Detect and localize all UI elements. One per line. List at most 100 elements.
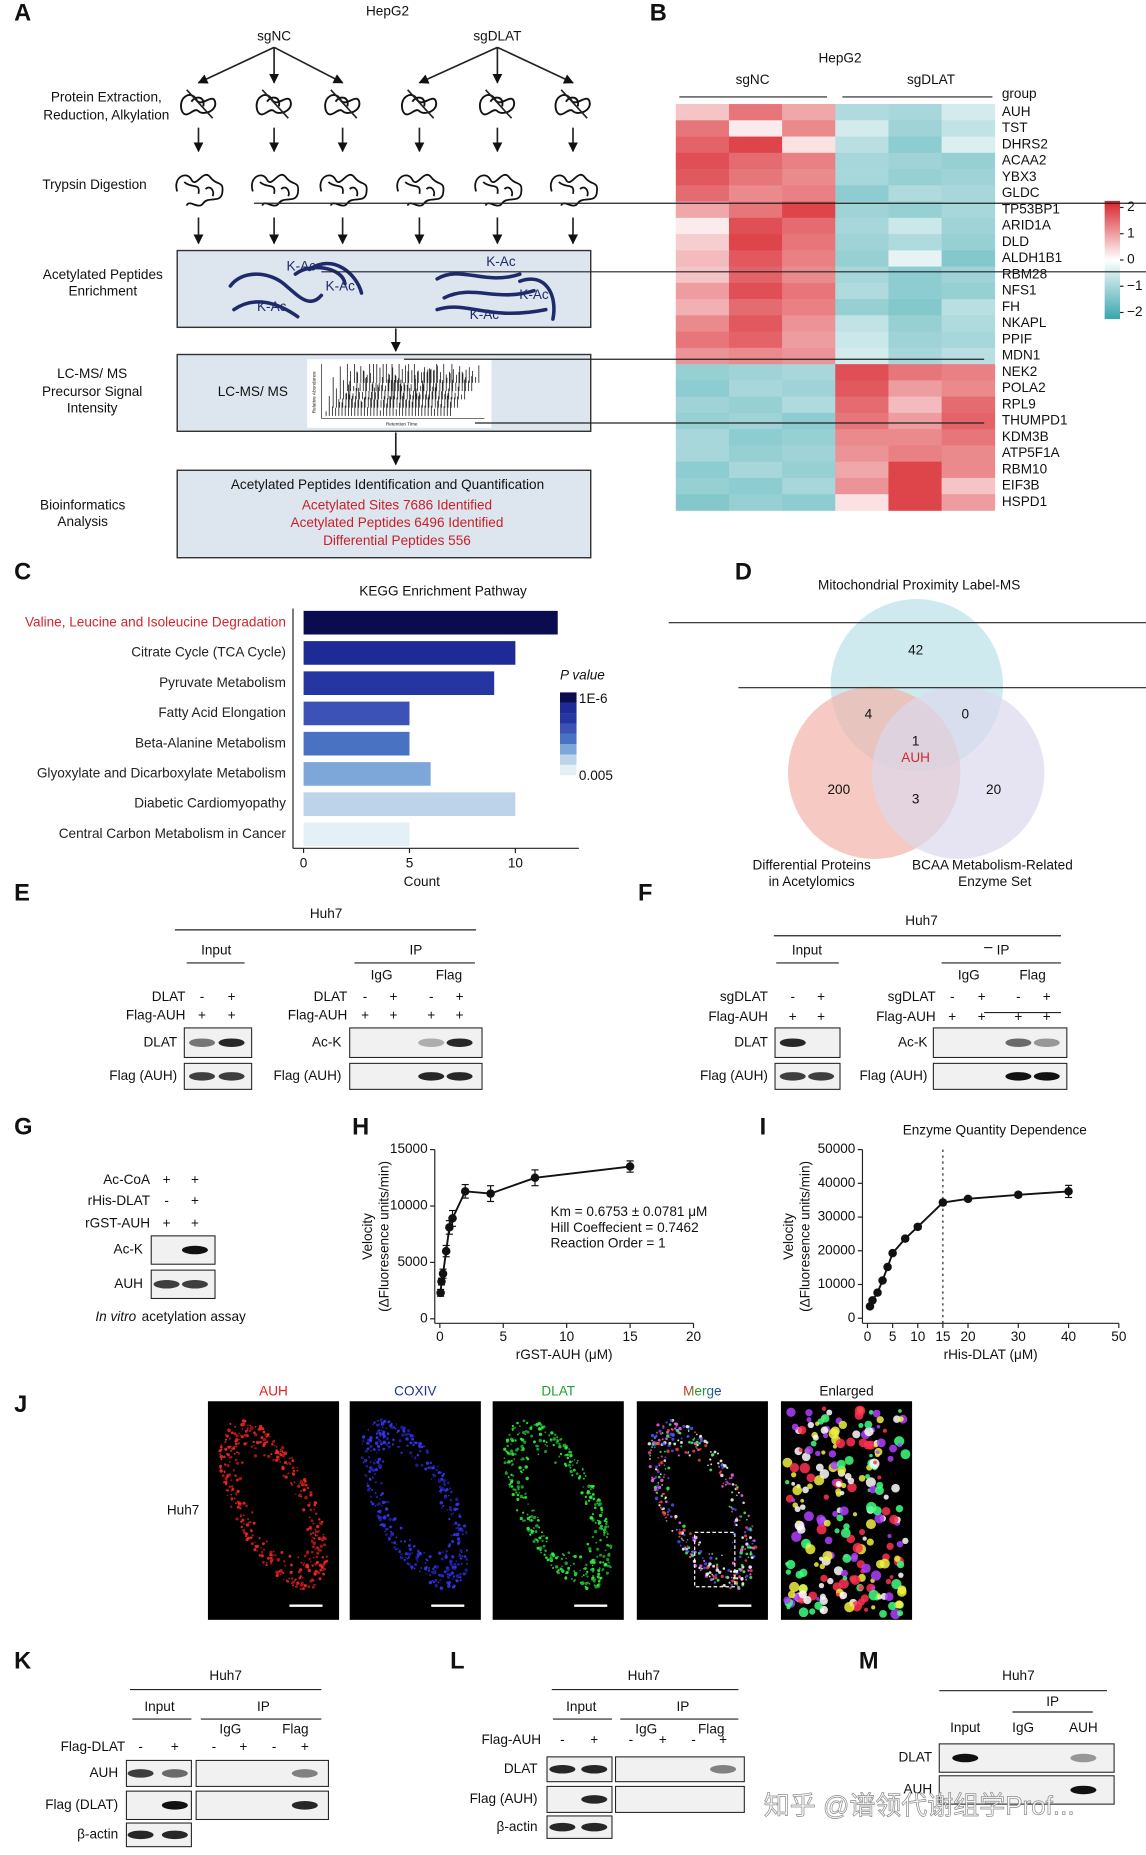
fluorescence-dot (253, 1548, 257, 1552)
fluorescence-dot (254, 1447, 257, 1450)
fluorescence-dot (265, 1563, 268, 1567)
heat-cell (675, 429, 730, 446)
fluorescence-dot (564, 1576, 568, 1580)
fluorescence-dot (584, 1495, 588, 1499)
fluorescence-dot (283, 1578, 285, 1581)
band (153, 1280, 180, 1289)
fluorescence-dot (291, 1472, 296, 1476)
fluorescence-dot (875, 1450, 880, 1455)
fluorescence-dot (727, 1568, 731, 1572)
band (189, 1038, 216, 1047)
label: HepG2 (366, 3, 409, 18)
fluorescence-dot (720, 1463, 724, 1467)
heat-cell (941, 217, 996, 235)
fluorescence-dot (514, 1439, 517, 1442)
legend-label: 1E-6 (579, 691, 608, 706)
fluorescence-dot (384, 1507, 389, 1511)
fluorescence-dot (314, 1584, 317, 1586)
fluorescence-dot (701, 1567, 703, 1570)
fluorescence-dot (451, 1540, 455, 1543)
fluorescence-dot (369, 1495, 373, 1498)
fluorescence-dot (734, 1508, 737, 1511)
protein-icon (554, 94, 591, 116)
fluorescence-dot (697, 1448, 700, 1452)
fluorescence-dot (719, 1459, 723, 1463)
fluorescence-dot (411, 1434, 415, 1438)
fluorescence-dot (362, 1461, 365, 1464)
fluorescence-dot (532, 1515, 537, 1520)
fluorescence-dot (653, 1477, 656, 1480)
fluorescence-dot (813, 1475, 825, 1486)
fluorescence-dot (664, 1500, 668, 1504)
fluorescence-dot (408, 1563, 411, 1566)
fluorescence-dot (406, 1557, 409, 1560)
fluorescence-dot (834, 1528, 840, 1534)
fluorescence-dot (590, 1516, 594, 1520)
fluorescence-dot (234, 1442, 238, 1446)
fluorescence-dot (393, 1546, 396, 1549)
fluorescence-dot (666, 1510, 670, 1514)
row-label: THUMPD1 (1002, 413, 1068, 428)
fluorescence-dot (389, 1534, 393, 1538)
fluorescence-dot (897, 1610, 904, 1617)
fluorescence-dot (382, 1447, 386, 1451)
fluorescence-dot (731, 1491, 734, 1494)
fluorescence-dot (302, 1488, 306, 1492)
fluorescence-dot (696, 1443, 699, 1447)
fluorescence-dot (372, 1461, 376, 1465)
fluorescence-dot (307, 1585, 311, 1589)
fluorescence-dot (458, 1553, 462, 1558)
fluorescence-dot (859, 1529, 866, 1536)
fluorescence-dot (403, 1540, 406, 1543)
row-label: Flag-AUH (126, 1008, 186, 1023)
fluorescence-dot (805, 1544, 816, 1555)
fluorescence-dot (589, 1488, 592, 1491)
heat-cell (675, 201, 730, 219)
fluorescence-dot (414, 1441, 418, 1445)
fluorescence-dot (785, 1480, 790, 1485)
fluorescence-dot (306, 1527, 310, 1531)
fluorescence-dot (239, 1507, 242, 1510)
fluorescence-dot (529, 1533, 532, 1536)
fluorescence-dot (598, 1520, 602, 1524)
fluorescence-dot (708, 1553, 711, 1555)
fluorescence-dot (316, 1524, 320, 1529)
fluorescence-dot (819, 1563, 826, 1570)
fluorescence-dot (523, 1448, 525, 1451)
fluorescence-dot (448, 1506, 452, 1509)
band (581, 1765, 608, 1774)
fluorescence-dot (256, 1549, 259, 1552)
band (779, 1038, 806, 1047)
fluorescence-dot (891, 1483, 900, 1493)
fluorescence-dot (440, 1491, 443, 1494)
axis-label: Retention Time (386, 421, 418, 427)
blot-label: Ac-K (898, 1034, 927, 1049)
label: Acetylated Peptides Identification and Q… (231, 477, 544, 492)
fluorescence-dot (381, 1500, 386, 1505)
fluorescence-dot (782, 1457, 793, 1468)
fluorescence-dot (407, 1556, 410, 1559)
fluorescence-dot (588, 1496, 591, 1498)
fluorescence-dot (455, 1527, 458, 1530)
fluorescence-dot (748, 1565, 752, 1569)
fluorescence-dot (657, 1475, 661, 1479)
blot-label: β-actin (497, 1819, 538, 1834)
fluorescence-dot (705, 1572, 709, 1576)
heat-cell (675, 396, 730, 414)
fluorescence-dot (514, 1426, 517, 1429)
fluorescence-dot (603, 1534, 605, 1536)
fluorescence-dot (562, 1443, 567, 1448)
fluorescence-dot (323, 1537, 327, 1541)
fluorescence-dot (535, 1444, 539, 1448)
fluorescence-dot (735, 1569, 739, 1573)
heat-cell (675, 234, 730, 251)
fluorescence-dot (813, 1562, 819, 1567)
fluorescence-dot (249, 1424, 252, 1427)
fluorescence-dot (379, 1523, 382, 1527)
heat-cell (675, 364, 730, 381)
heat-cell (782, 169, 836, 186)
fluorescence-dot (665, 1437, 668, 1440)
fluorescence-dot (321, 1556, 324, 1559)
bar (303, 610, 558, 635)
heat-cell (728, 445, 783, 463)
